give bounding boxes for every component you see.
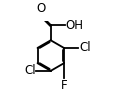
Text: Cl: Cl [78, 41, 90, 54]
Text: Cl: Cl [24, 64, 35, 77]
Text: OH: OH [65, 18, 83, 32]
Text: F: F [60, 78, 67, 92]
Text: O: O [36, 2, 45, 15]
